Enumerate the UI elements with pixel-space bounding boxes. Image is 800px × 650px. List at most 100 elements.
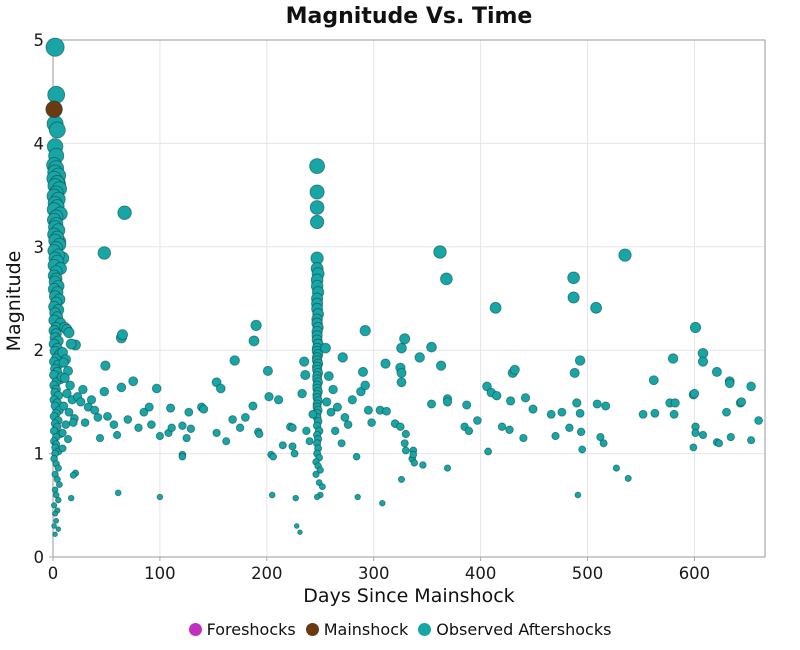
data-point (99, 386, 110, 397)
data-point (264, 392, 274, 402)
data-point (747, 436, 756, 445)
data-point (697, 356, 709, 367)
data-point (55, 526, 62, 532)
data-point (182, 433, 191, 443)
data-point (248, 401, 258, 411)
data-point (360, 380, 371, 391)
data-point (746, 381, 756, 392)
data-point (288, 442, 297, 451)
data-point (55, 481, 63, 489)
data-point (396, 367, 407, 378)
y-tick-label: 5 (34, 31, 45, 50)
data-point (47, 85, 66, 104)
data-point (103, 411, 112, 421)
data-point (51, 523, 57, 529)
data-point (330, 426, 340, 436)
data-point (340, 412, 350, 422)
data-point (222, 437, 231, 446)
data-point (596, 432, 605, 442)
data-point (546, 409, 556, 419)
data-point (248, 335, 260, 347)
data-point (578, 445, 587, 454)
data-point (235, 423, 245, 433)
data-point (401, 429, 410, 439)
data-point (382, 406, 391, 416)
data-point (199, 404, 209, 414)
data-point (484, 447, 493, 456)
x-tick-label: 500 (572, 564, 604, 583)
data-point (68, 418, 78, 427)
data-point (426, 399, 437, 409)
data-point (147, 420, 156, 429)
data-point (128, 376, 139, 387)
data-point (273, 395, 284, 405)
data-point (326, 407, 336, 417)
data-point (45, 37, 65, 57)
data-point (689, 321, 702, 334)
data-point (557, 407, 567, 417)
data-point (323, 371, 334, 382)
legend: Foreshocks Mainshock Observed Aftershock… (0, 620, 800, 639)
data-point (689, 443, 698, 452)
data-point (212, 428, 221, 438)
data-point (184, 407, 194, 417)
data-point (396, 377, 407, 388)
data-point (414, 352, 425, 363)
data-point (50, 502, 58, 509)
data-point (76, 397, 86, 407)
data-point (109, 420, 119, 429)
data-point (116, 329, 129, 341)
data-point (343, 420, 353, 429)
data-point (80, 418, 90, 427)
foreshocks-marker-icon (188, 623, 202, 636)
data-point (354, 493, 361, 501)
data-point (59, 401, 69, 411)
data-point (155, 431, 165, 441)
data-point (61, 420, 71, 429)
data-point (93, 412, 103, 422)
data-point (464, 426, 474, 436)
data-point (290, 449, 299, 458)
data-point (669, 409, 679, 419)
x-tick-label: 200 (251, 564, 283, 583)
data-point (112, 430, 122, 440)
data-point (313, 493, 321, 501)
data-point (401, 446, 410, 455)
y-tick-label: 4 (34, 134, 45, 153)
data-point (505, 396, 516, 406)
data-point (156, 493, 164, 501)
data-point (64, 407, 74, 417)
data-point (78, 384, 88, 395)
data-point (116, 382, 127, 393)
data-point (397, 475, 406, 483)
data-point (54, 464, 62, 472)
data-point (347, 395, 357, 405)
data-point (410, 459, 419, 467)
data-point (433, 245, 447, 259)
data-point (601, 401, 611, 411)
data-point (117, 205, 132, 220)
mainshock-marker-icon (305, 623, 319, 636)
y-tick-label: 2 (34, 341, 45, 360)
data-point (69, 471, 77, 479)
data-point (52, 510, 59, 517)
data-point (255, 429, 264, 439)
legend-label-aftershocks: Observed Aftershocks (436, 620, 612, 639)
chart-title: Magnitude Vs. Time (285, 4, 533, 29)
data-point (228, 415, 237, 424)
x-tick-label: 300 (358, 564, 390, 583)
data-point (55, 496, 62, 504)
data-point (714, 439, 724, 448)
y-tick-label: 1 (34, 445, 45, 464)
data-point (250, 319, 262, 332)
data-point (268, 491, 276, 499)
data-point (426, 341, 437, 353)
y-tick-label: 0 (34, 548, 45, 567)
data-point (409, 450, 418, 459)
data-point (45, 100, 63, 119)
data-point (473, 416, 482, 425)
data-point (667, 353, 679, 364)
data-point (95, 433, 105, 443)
data-point (367, 418, 376, 427)
